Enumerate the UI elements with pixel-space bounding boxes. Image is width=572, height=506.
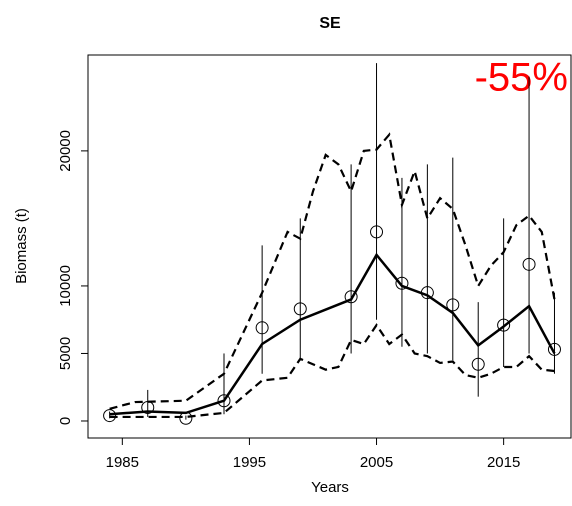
observed-point (497, 318, 511, 332)
observed-point (293, 302, 307, 316)
observed-point (420, 286, 434, 300)
fit-line (109, 252, 556, 416)
x-tick-label: 1985 (106, 454, 139, 471)
chart-title: SE (319, 15, 341, 32)
observed-point (103, 409, 117, 423)
observed-point (141, 400, 155, 414)
x-tick-label: 2005 (360, 454, 393, 471)
y-tick-label: 0 (57, 417, 74, 425)
observed-point (522, 257, 536, 271)
observed-point (255, 321, 269, 335)
x-tick-label: 2015 (487, 454, 520, 471)
observed-point (471, 357, 485, 371)
annotation: -55% (475, 56, 568, 100)
x-axis-label: Years (311, 479, 349, 496)
observed-point (395, 276, 409, 290)
y-axis-label: Biomass (t) (13, 208, 30, 284)
y-tick-label: 10000 (57, 265, 74, 307)
y-tick-label: 5000 (57, 337, 74, 370)
observed-point (547, 342, 561, 356)
plot-frame (87, 54, 572, 439)
upper-bound-line (109, 132, 556, 410)
y-tick-label: 20000 (57, 130, 74, 172)
observed-point (217, 394, 231, 408)
x-tick-label: 1995 (233, 454, 266, 471)
observed-point (179, 411, 193, 425)
observed-point (344, 290, 358, 304)
observed-point (370, 225, 384, 239)
observed-point (446, 298, 460, 312)
